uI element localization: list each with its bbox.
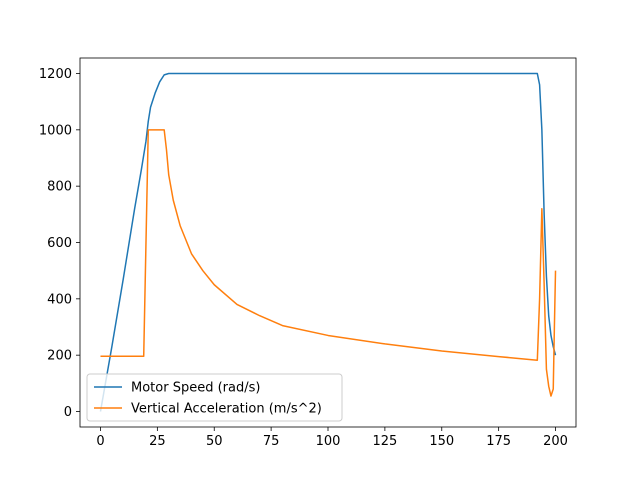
legend-box (86, 373, 343, 422)
y-tick-label: 600 (47, 236, 72, 251)
x-tick-label: 125 (372, 434, 397, 449)
axes-layer: 0 25 50 75 100 125 150 175 200 0 200 400 600 800 1000 1… (39, 57, 577, 449)
legend: Motor Speed (rad/s) Vertical Acceleration… (86, 373, 343, 422)
y-tick-label: 400 (47, 292, 72, 307)
x-tick-label: 0 (96, 434, 104, 449)
plot-layer (99, 72, 557, 412)
y-tick-label: 1000 (39, 123, 72, 138)
x-tick-label: 50 (206, 434, 223, 449)
y-tick-label: 1200 (39, 67, 72, 82)
legend-label: Vertical Acceleration (m/s^2) (131, 402, 322, 417)
y-tick-label: 800 (47, 180, 72, 195)
x-tick-label: 25 (149, 434, 166, 449)
x-tick-label: 75 (263, 434, 280, 449)
legend-label: Motor Speed (rad/s) (131, 381, 260, 396)
y-tick-label: 200 (47, 349, 72, 364)
series-line-motor-speed (99, 72, 557, 412)
x-tick-label: 200 (543, 434, 568, 449)
x-tick-label: 150 (429, 434, 454, 449)
x-tick-label: 100 (316, 434, 341, 449)
series-line-vertical-acceleration (100, 129, 557, 397)
y-tick-label: 0 (64, 405, 72, 420)
x-tick-label: 175 (486, 434, 511, 449)
